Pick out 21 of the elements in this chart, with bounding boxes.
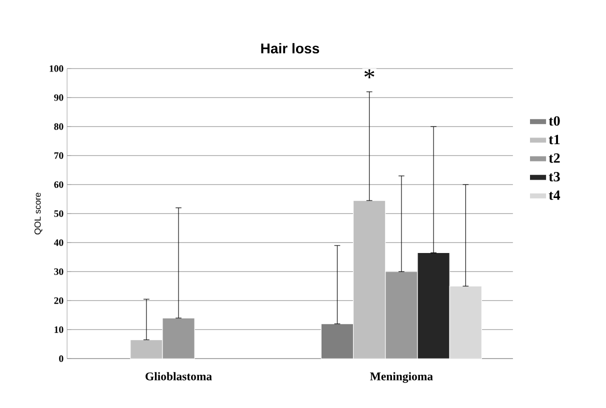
y-tick-label: 70 <box>54 152 64 160</box>
y-tick-label: 50 <box>54 210 64 218</box>
legend-label: t4 <box>548 190 560 200</box>
y-tick-label: 20 <box>54 298 64 304</box>
x-tick-label: Meningioma <box>370 372 433 384</box>
y-tick-label: 0 <box>59 356 64 362</box>
annotation: * <box>364 70 374 78</box>
chart-title: Hair loss <box>261 43 320 54</box>
y-tick-label: 100 <box>50 65 64 72</box>
legend-label: t3 <box>548 172 560 182</box>
y-tick-label: 30 <box>54 268 64 276</box>
y-tick-label: 10 <box>54 326 64 334</box>
y-tick-label: 40 <box>54 240 64 246</box>
legend-label: t0 <box>548 116 560 126</box>
legend-label: t1 <box>548 135 560 144</box>
x-tick-label: Glioblastoma <box>146 372 212 381</box>
legend-label: t2 <box>548 154 560 164</box>
y-axis-title: QOL score <box>34 192 42 235</box>
y-tick-label: 60 <box>54 182 64 188</box>
y-tick-label: 90 <box>54 94 64 102</box>
y-tick-label: 80 <box>54 123 64 130</box>
